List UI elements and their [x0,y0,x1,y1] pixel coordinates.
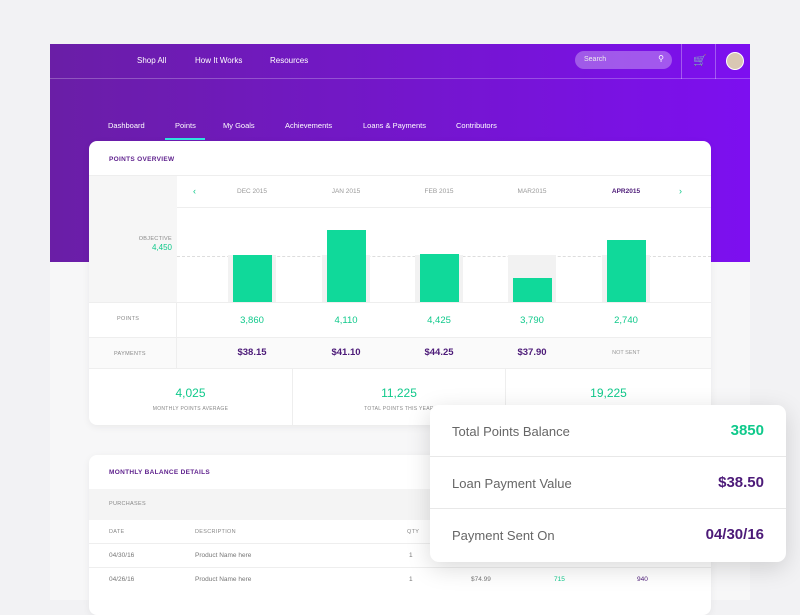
table-cell: $74.99 [471,576,491,583]
points-row-label: POINTS [117,316,140,322]
month-label[interactable]: APR2015 [611,188,641,195]
bar-3[interactable] [512,278,552,302]
month-label[interactable]: MAR2015 [517,188,547,195]
stat-value: 11,225 [381,386,417,400]
summary-row: Loan Payment Value $38.50 [430,457,786,509]
stat-label: MONTHLY POINTS AVERAGE [152,406,229,412]
objective-value: 4,450 [151,243,172,252]
column-header-date: DATE [109,529,125,535]
summary-row: Payment Sent On 04/30/16 [430,509,786,561]
search-input[interactable]: Search ⚲ [575,51,672,69]
objective-label: OBJECTIVE [138,236,172,242]
tab-achievements[interactable]: Achievements [285,121,333,130]
summary-label: Total Points Balance [452,424,570,439]
points-value: 3,790 [520,315,544,326]
summary-label: Payment Sent On [452,528,555,543]
search-placeholder: Search [584,56,607,63]
table-cell: 04/30/16 [109,552,135,559]
tab-loans-payments[interactable]: Loans & Payments [363,121,426,130]
payment-value: $37.90 [517,347,547,358]
divider [176,302,177,369]
month-label[interactable]: FEB 2015 [424,188,454,195]
points-value: 4,110 [334,315,358,326]
top-nav: Shop All How It Works Resources Search ⚲ … [50,44,750,79]
table-cell: Product Name here [195,552,252,559]
bar-1[interactable] [326,230,366,302]
table-row[interactable]: 04/26/16 Product Name here 1 $74.99 715 940 [89,567,711,591]
cart-icon[interactable]: 🛒 [693,55,707,67]
table-row[interactable]: 04/30/16 Product Name here 1 [89,543,711,567]
active-tab-indicator [165,138,205,140]
card-title: POINTS OVERVIEW [109,156,175,163]
column-header-description: DESCRIPTION [195,529,236,535]
points-overview-card: POINTS OVERVIEW ‹ › DEC 2015 JAN 2015 FEB … [89,141,711,425]
points-value: 2,740 [614,315,638,326]
table-cell: 1 [409,576,413,583]
label-column [89,175,177,302]
search-icon: ⚲ [658,54,664,63]
stat-total: 19,225 [506,369,711,425]
table-cell: 940 [637,576,648,583]
payment-value: $38.15 [237,347,267,358]
column-header-qty: QTY [407,529,420,535]
month-header [177,175,711,208]
table-cell: Product Name here [195,576,252,583]
next-month-chevron-icon[interactable]: › [679,186,682,196]
card-title: MONTHLY BALANCE DETAILS [109,469,211,476]
summary-value: 04/30/16 [705,526,764,543]
tab-points[interactable]: Points [175,121,196,130]
divider [681,44,682,79]
summary-label: Loan Payment Value [452,476,572,491]
stat-monthly-average: 4,025 MONTHLY POINTS AVERAGE [89,369,293,425]
prev-month-chevron-icon[interactable]: ‹ [193,186,196,196]
summary-value: 3850 [730,422,764,439]
section-label: PURCHASES [109,501,146,507]
summary-row: Total Points Balance 3850 [430,405,786,457]
payment-value: $41.10 [331,347,361,358]
payments-row [89,337,711,369]
table-cell: 1 [409,552,413,559]
nav-how-it-works[interactable]: How It Works [195,56,243,65]
stat-label: TOTAL POINTS THIS YEAR [364,406,434,412]
stat-total-year: 11,225 TOTAL POINTS THIS YEAR [293,369,506,425]
bar-2[interactable] [419,254,459,302]
summary-popover: Total Points Balance 3850 Loan Payment Va… [430,405,786,562]
values-table [89,302,711,369]
month-label[interactable]: JAN 2015 [331,188,361,195]
tab-contributors[interactable]: Contributors [456,121,497,130]
payment-value: NOT SENT [612,350,640,356]
divider [715,44,716,79]
points-value: 4,425 [427,315,451,326]
bar-4[interactable] [606,240,646,302]
nav-shop-all[interactable]: Shop All [137,56,167,65]
stat-value: 19,225 [590,386,627,400]
points-value: 3,860 [240,315,264,326]
payment-value: $44.25 [424,347,454,358]
stat-value: 4,025 [175,386,206,400]
avatar[interactable] [726,52,744,70]
tab-my-goals[interactable]: My Goals [223,121,255,130]
nav-resources[interactable]: Resources [270,56,309,65]
bar-0[interactable] [232,255,272,302]
tab-dashboard[interactable]: Dashboard [108,121,145,130]
payments-row-label: PAYMENTS [114,351,146,357]
table-cell: 715 [554,576,565,583]
month-label[interactable]: DEC 2015 [237,188,267,195]
summary-value: $38.50 [718,474,764,491]
table-cell: 04/26/16 [109,576,135,583]
